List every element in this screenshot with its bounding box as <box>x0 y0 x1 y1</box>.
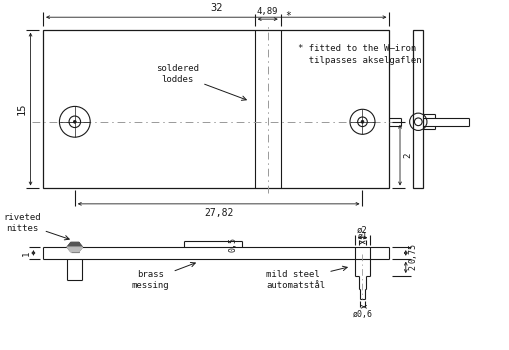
Text: * fitted to the W–iron: * fitted to the W–iron <box>297 44 415 54</box>
Text: 32: 32 <box>210 4 222 13</box>
Text: mild steel
automatstål: mild steel automatstål <box>266 266 347 289</box>
Polygon shape <box>67 242 82 247</box>
Text: 4,89: 4,89 <box>257 7 278 16</box>
Text: ø0,6: ø0,6 <box>352 310 372 319</box>
Text: *: * <box>285 11 291 21</box>
Text: soldered
loddes: soldered loddes <box>156 64 246 100</box>
Text: 2: 2 <box>408 265 417 270</box>
Bar <box>413 30 422 188</box>
Text: 0,5: 0,5 <box>228 237 237 252</box>
Text: 27,82: 27,82 <box>204 208 233 218</box>
Text: ø1: ø1 <box>357 231 367 240</box>
Polygon shape <box>67 247 82 252</box>
Bar <box>43 30 389 188</box>
Text: ø2: ø2 <box>356 226 367 234</box>
Text: 2: 2 <box>402 153 411 158</box>
Circle shape <box>73 120 76 123</box>
Text: riveted
nittes: riveted nittes <box>3 214 69 240</box>
Text: 0,75: 0,75 <box>408 243 417 263</box>
Text: brass
messing: brass messing <box>132 262 195 289</box>
Text: tilpasses akselgaflen: tilpasses akselgaflen <box>297 56 421 65</box>
Text: 1: 1 <box>21 250 31 256</box>
Circle shape <box>360 120 363 123</box>
Text: 15: 15 <box>17 103 26 116</box>
